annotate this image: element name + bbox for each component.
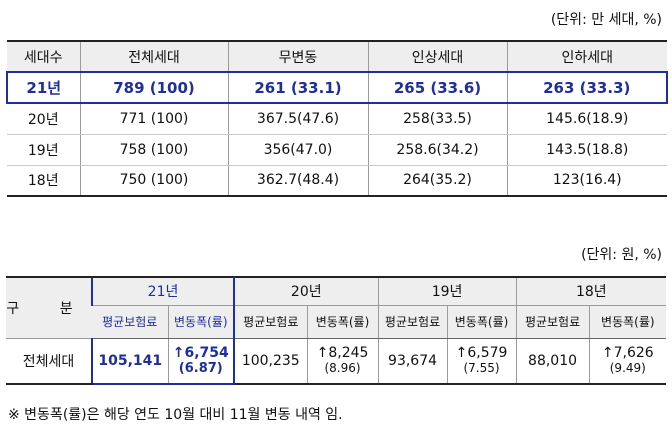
table-cell: 362.7(48.4) xyxy=(227,165,368,197)
change-amount: ↑6,754 xyxy=(172,344,229,361)
change-rate-header: 변동폭(률) xyxy=(446,305,517,339)
avg-premium-cell: 88,010 xyxy=(515,338,590,385)
change-rate-header: 변동폭(률) xyxy=(588,305,667,339)
avg-premium-header: 평균보험료 xyxy=(377,305,448,339)
change-cell: ↑8,245 (8.96) xyxy=(306,338,379,385)
table-row: 18년 750 (100) 362.7(48.4) 264(35.2) 123(… xyxy=(7,165,667,197)
table-cell: 145.6(18.9) xyxy=(506,103,667,135)
table-cell: 19년 xyxy=(7,134,80,166)
year-header-21: 21년 xyxy=(90,276,236,306)
change-cell: ↑7,626 (9.49) xyxy=(588,338,667,385)
table-cell: 18년 xyxy=(7,165,80,197)
table-cell: 356(47.0) xyxy=(227,134,368,166)
change-rate: (9.49) xyxy=(609,360,646,375)
table-cell: 258.6(34.2) xyxy=(367,134,507,166)
table-cell: 750 (100) xyxy=(79,165,228,197)
category-header: 구 분 xyxy=(6,276,92,339)
avg-premium-header: 평균보험료 xyxy=(233,305,308,339)
change-amount: ↑6,579 xyxy=(455,344,508,361)
table-cell: 263 (33.3) xyxy=(506,71,668,104)
table-cell: 261 (33.1) xyxy=(227,71,368,104)
table-row: 20년 771 (100) 367.5(47.6) 258(33.5) 145.… xyxy=(7,103,667,135)
header-cell: 인상세대 xyxy=(367,40,507,73)
avg-premium-cell: 100,235 xyxy=(233,338,308,385)
table-cell: 265 (33.6) xyxy=(367,71,507,104)
unit-label-won: (단위: 원, %) xyxy=(581,247,662,263)
table-row: 전체세대 105,141 ↑6,754 (6.87) 100,235 ↑8,24… xyxy=(6,338,667,385)
unit-label-households: (단위: 만 세대, %) xyxy=(550,12,662,28)
header-cell: 무변동 xyxy=(227,40,368,73)
premium-change-table: 구 분 21년 20년 19년 18년 평균보험료 변동폭(률) 평균보험료 변… xyxy=(6,276,667,385)
header-cell: 인하세대 xyxy=(506,40,667,73)
avg-premium-cell: 93,674 xyxy=(377,338,448,385)
change-amount: ↑7,626 xyxy=(601,344,654,361)
change-cell: ↑6,579 (7.55) xyxy=(446,338,517,385)
year-header-20: 20년 xyxy=(233,276,379,306)
row-label: 전체세대 xyxy=(6,338,92,385)
change-rate: (6.87) xyxy=(178,360,223,376)
table-cell: 143.5(18.8) xyxy=(506,134,667,166)
household-count-table: 세대수 전체세대 무변동 인상세대 인하세대 21년 789 (100) 261… xyxy=(6,40,668,197)
table-cell: 21년 xyxy=(6,71,80,104)
table-subheader-row: 평균보험료 변동폭(률) 평균보험료 변동폭(률) 평균보험료 변동폭(률) 평… xyxy=(6,305,667,339)
change-rate: (8.96) xyxy=(324,360,361,375)
table-cell: 771 (100) xyxy=(79,103,228,135)
table-cell: 123(16.4) xyxy=(506,165,667,197)
table-cell: 264(35.2) xyxy=(367,165,507,197)
table-header-row: 세대수 전체세대 무변동 인상세대 인하세대 xyxy=(7,40,667,73)
table-header-row: 구 분 21년 20년 19년 18년 xyxy=(6,276,667,339)
footnote: ※ 변동폭(률)은 해당 연도 10월 대비 11월 변동 내역 임. xyxy=(8,407,343,423)
table-cell: 789 (100) xyxy=(79,71,228,104)
change-rate-header: 변동폭(률) xyxy=(306,305,379,339)
header-cell: 세대수 xyxy=(7,40,80,73)
change-rate: (7.55) xyxy=(463,360,500,375)
table-cell: 367.5(47.6) xyxy=(227,103,368,135)
change-cell: ↑6,754 (6.87) xyxy=(167,338,236,385)
table-row: 19년 758 (100) 356(47.0) 258.6(34.2) 143.… xyxy=(7,134,667,166)
change-amount: ↑8,245 xyxy=(316,344,369,361)
change-rate-header: 변동폭(률) xyxy=(167,305,236,339)
header-cell: 전체세대 xyxy=(79,40,228,73)
table-cell: 258(33.5) xyxy=(367,103,507,135)
avg-premium-header: 평균보험료 xyxy=(92,305,168,339)
year-header-18: 18년 xyxy=(515,276,667,306)
table-cell: 20년 xyxy=(7,103,80,135)
avg-premium-cell: 105,141 xyxy=(91,338,168,385)
table-cell: 758 (100) xyxy=(79,134,228,166)
avg-premium-header: 평균보험료 xyxy=(515,305,590,339)
year-header-19: 19년 xyxy=(377,276,517,306)
table-row-highlighted: 21년 789 (100) 261 (33.1) 265 (33.6) 263 … xyxy=(6,71,668,104)
